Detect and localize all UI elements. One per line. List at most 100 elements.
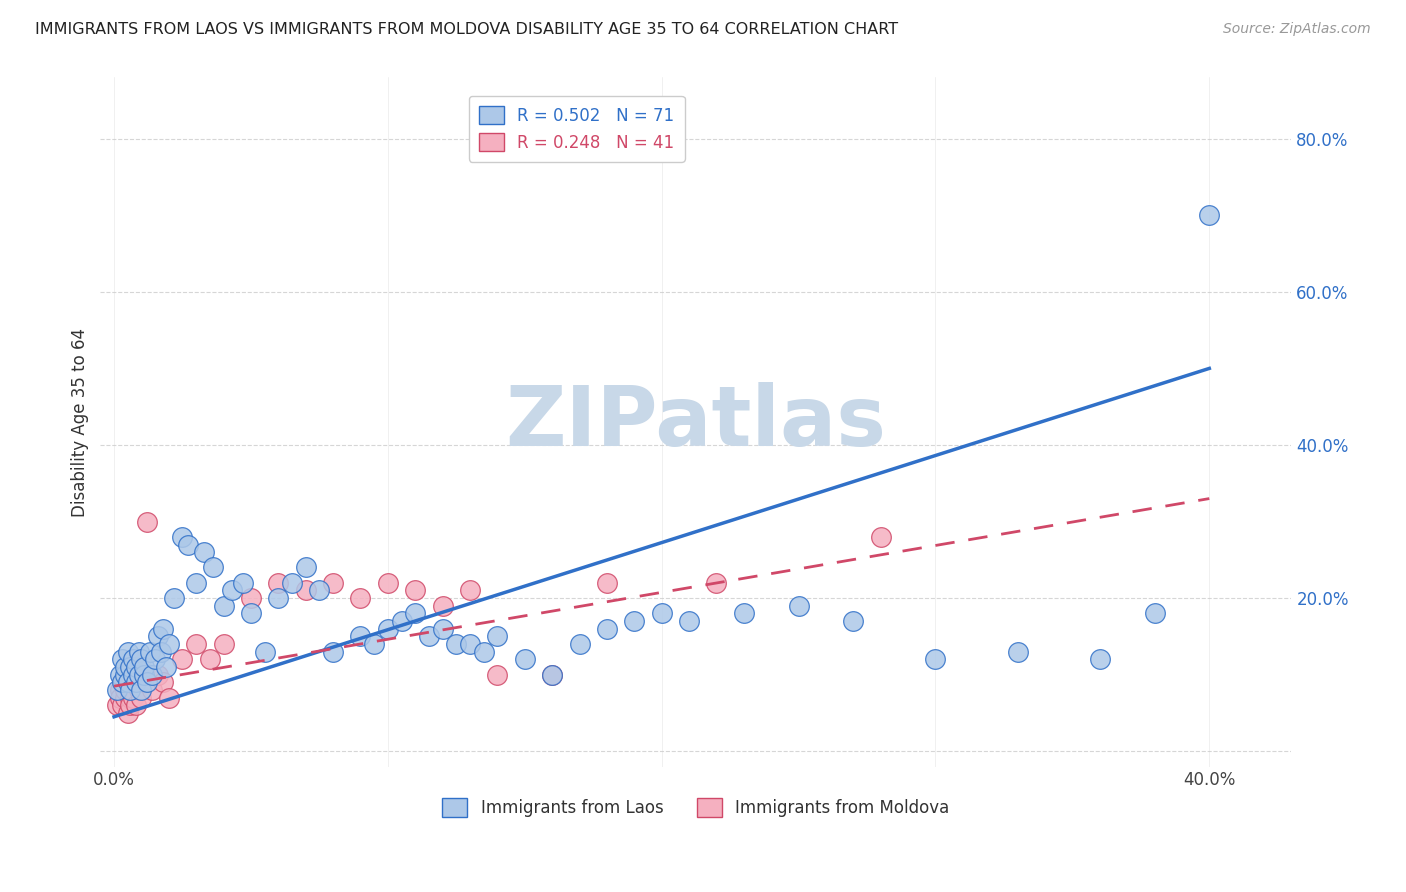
Point [541, 667, 564, 681]
Text: IMMIGRANTS FROM LAOS VS IMMIGRANTS FROM MOLDOVA DISABILITY AGE 35 TO 64 CORRELAT: IMMIGRANTS FROM LAOS VS IMMIGRANTS FROM … [35, 22, 898, 37]
Point [596, 622, 619, 636]
Point [125, 660, 148, 674]
Point [198, 652, 221, 666]
Point [322, 575, 344, 590]
Point [458, 583, 481, 598]
Point [651, 607, 673, 621]
Point [146, 667, 169, 681]
Point [114, 690, 136, 705]
Point [267, 591, 290, 606]
Point [363, 637, 385, 651]
Point [1198, 208, 1220, 222]
Point [125, 698, 148, 713]
Point [141, 683, 163, 698]
Point [201, 560, 224, 574]
Point [239, 591, 262, 606]
Point [349, 591, 371, 606]
Point [105, 683, 128, 698]
Point [111, 652, 134, 666]
Point [404, 607, 426, 621]
Point [131, 683, 153, 698]
Point [157, 637, 180, 651]
Point [122, 690, 145, 705]
Point [120, 690, 142, 705]
Point [128, 683, 150, 698]
Point [486, 667, 509, 681]
Point [177, 537, 200, 551]
Point [125, 675, 148, 690]
Point [623, 614, 645, 628]
Point [186, 575, 208, 590]
Point [122, 652, 145, 666]
Point [108, 683, 131, 698]
Point [432, 599, 454, 613]
Point [141, 667, 163, 681]
Point [117, 675, 139, 690]
Point [111, 698, 134, 713]
Point [117, 645, 139, 659]
Point [294, 560, 316, 574]
Point [128, 667, 150, 681]
Point [596, 575, 619, 590]
Point [120, 660, 142, 674]
Point [377, 575, 399, 590]
Point [122, 667, 145, 681]
Point [253, 645, 276, 659]
Point [143, 652, 166, 666]
Point [146, 629, 169, 643]
Point [418, 629, 440, 643]
Point [1088, 652, 1111, 666]
Point [131, 652, 153, 666]
Point [513, 652, 536, 666]
Point [108, 690, 131, 705]
Point [152, 675, 174, 690]
Legend: Immigrants from Laos, Immigrants from Moldova: Immigrants from Laos, Immigrants from Mo… [436, 792, 956, 823]
Point [308, 583, 330, 598]
Point [172, 530, 194, 544]
Point [108, 667, 131, 681]
Point [157, 690, 180, 705]
Point [787, 599, 810, 613]
Point [377, 622, 399, 636]
Point [924, 652, 946, 666]
Point [134, 675, 156, 690]
Point [458, 637, 481, 651]
Point [472, 645, 495, 659]
Point [135, 515, 157, 529]
Point [120, 698, 142, 713]
Point [193, 545, 215, 559]
Point [212, 599, 235, 613]
Point [446, 637, 468, 651]
Point [149, 645, 172, 659]
Point [105, 698, 128, 713]
Point [111, 675, 134, 690]
Point [239, 607, 262, 621]
Point [281, 575, 304, 590]
Point [172, 652, 194, 666]
Point [391, 614, 413, 628]
Point [155, 660, 177, 674]
Point [134, 667, 156, 681]
Point [120, 683, 142, 698]
Point [111, 675, 134, 690]
Point [267, 575, 290, 590]
Text: Source: ZipAtlas.com: Source: ZipAtlas.com [1223, 22, 1371, 37]
Y-axis label: Disability Age 35 to 64: Disability Age 35 to 64 [72, 327, 89, 516]
Point [117, 675, 139, 690]
Point [134, 660, 156, 674]
Point [842, 614, 865, 628]
Point [349, 629, 371, 643]
Point [294, 583, 316, 598]
Point [404, 583, 426, 598]
Point [733, 607, 755, 621]
Point [322, 645, 344, 659]
Point [568, 637, 591, 651]
Point [869, 530, 891, 544]
Point [128, 645, 150, 659]
Point [212, 637, 235, 651]
Point [114, 667, 136, 681]
Point [232, 575, 254, 590]
Point [221, 583, 243, 598]
Point [678, 614, 700, 628]
Point [138, 645, 160, 659]
